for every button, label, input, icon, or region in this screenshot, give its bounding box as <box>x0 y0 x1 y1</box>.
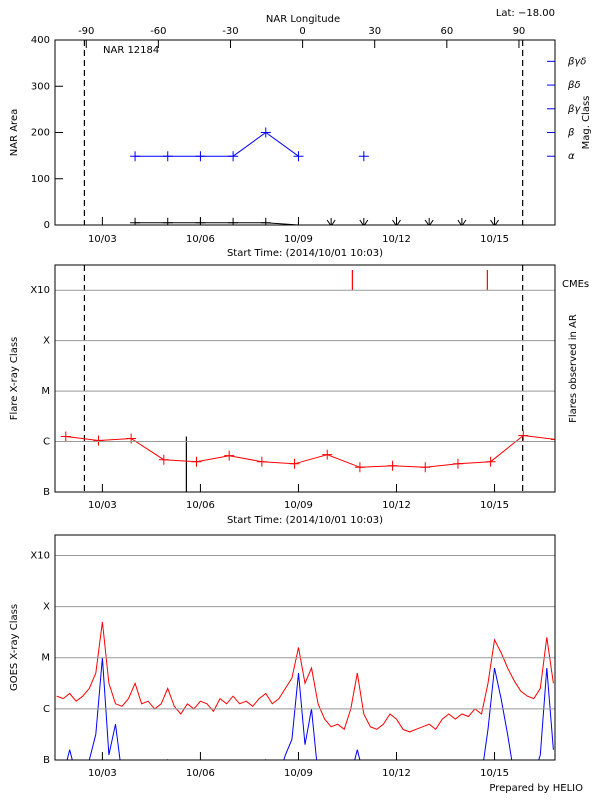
point-marker <box>452 458 463 469</box>
x-tick-label: 10/12 <box>382 768 411 779</box>
x2-tick-label: -90 <box>78 26 94 37</box>
x-tick-label: 10/12 <box>382 234 411 245</box>
y2-axis-title: Mag. Class <box>581 96 592 150</box>
point-marker <box>224 450 235 461</box>
latitude-label: Lat: −18.00 <box>496 8 555 19</box>
y-tick-label: 300 <box>31 81 50 92</box>
point-marker <box>322 449 333 460</box>
y-tick-label: X10 <box>30 550 50 561</box>
point-marker <box>60 431 71 442</box>
point-marker <box>293 151 304 162</box>
x-tick-label: 10/09 <box>284 768 313 779</box>
x2-tick-label: -30 <box>222 26 238 37</box>
plot-area <box>60 265 555 492</box>
x2-tick-label: 30 <box>368 26 381 37</box>
y-tick-label: C <box>43 437 50 448</box>
x2-tick-label: 90 <box>513 26 526 37</box>
x-tick-label: 10/15 <box>480 768 509 779</box>
point-marker <box>485 456 496 467</box>
point-marker <box>158 454 169 465</box>
x2-tick-label: 0 <box>299 26 305 37</box>
point-marker <box>130 217 141 225</box>
x-tick-label: 10/09 <box>284 234 313 245</box>
x2-axis-title: NAR Longitude <box>266 14 340 25</box>
point-marker <box>289 458 300 469</box>
x-tick-label: 10/06 <box>186 500 215 511</box>
y-tick-label: M <box>41 386 50 397</box>
point-marker <box>162 217 173 225</box>
series-line <box>65 434 555 468</box>
plot-frame <box>54 39 556 226</box>
x-tick-label: 10/03 <box>88 768 117 779</box>
series-line <box>135 133 364 157</box>
y-tick-label: B <box>43 755 50 766</box>
x-tick-label: 10/15 <box>480 500 509 511</box>
y-tick-label: X <box>43 602 50 613</box>
series-line <box>66 657 554 760</box>
plot-frame <box>54 264 556 493</box>
x-tick-label: 10/03 <box>88 234 117 245</box>
point-marker <box>130 151 141 162</box>
point-marker <box>387 460 398 471</box>
y-tick-label: X <box>43 336 50 347</box>
x-axis-title: Start Time: (2014/10/01 10:03) <box>227 515 383 526</box>
point-marker <box>550 439 555 441</box>
point-marker <box>354 462 365 473</box>
y2-tick-label: βδ <box>567 80 581 91</box>
x-tick-label: 10/06 <box>186 768 215 779</box>
y-axis-title: NAR Area <box>9 109 20 156</box>
y-tick-label: B <box>43 487 50 498</box>
y2-tick-label: βγ <box>567 104 581 115</box>
y-tick-label: X10 <box>30 285 50 296</box>
y-axis-title: Flare X-ray Class <box>9 337 20 421</box>
y-tick-label: C <box>43 704 50 715</box>
x-tick-label: 10/09 <box>284 500 313 511</box>
point-marker <box>260 127 271 138</box>
x2-tick-label: 60 <box>440 26 453 37</box>
y-tick-label: 200 <box>31 128 50 139</box>
series-line <box>135 222 299 225</box>
y2-tick-label: βγδ <box>567 56 586 67</box>
y2-tick-label: β <box>567 128 575 139</box>
point-marker <box>256 456 267 467</box>
x-tick-label: 10/15 <box>480 234 509 245</box>
y-tick-label: M <box>41 653 50 664</box>
x-tick-label: 10/12 <box>382 500 411 511</box>
point-marker <box>162 151 173 162</box>
point-marker <box>260 217 271 225</box>
point-marker <box>228 217 239 225</box>
point-marker <box>191 456 202 467</box>
point-marker <box>195 151 206 162</box>
point-marker <box>358 151 369 162</box>
x-tick-label: 10/06 <box>186 234 215 245</box>
point-marker <box>93 435 104 446</box>
plot-frame <box>54 534 556 761</box>
legend-entry: CMEs <box>562 279 589 290</box>
y-tick-label: 400 <box>31 35 50 46</box>
series-line <box>56 621 554 733</box>
plot-area <box>56 621 554 760</box>
point-marker <box>518 430 529 441</box>
point-marker <box>420 462 431 473</box>
x-tick-label: 10/03 <box>88 500 117 511</box>
footer: Prepared by HELIO <box>489 783 583 794</box>
point-marker <box>228 151 239 162</box>
x-axis-title: Start Time: (2014/10/01 10:03) <box>227 248 383 259</box>
x2-tick-label: -60 <box>150 26 166 37</box>
y2-axis-title: Flares observed in AR <box>568 314 579 423</box>
plot-area <box>83 40 524 225</box>
y-tick-label: 100 <box>31 174 50 185</box>
y2-tick-label: α <box>568 151 575 162</box>
y-axis-title: GOES X-ray Class <box>9 604 20 691</box>
region-label: NAR 12184 <box>103 45 159 56</box>
y-tick-label: 0 <box>44 220 50 231</box>
